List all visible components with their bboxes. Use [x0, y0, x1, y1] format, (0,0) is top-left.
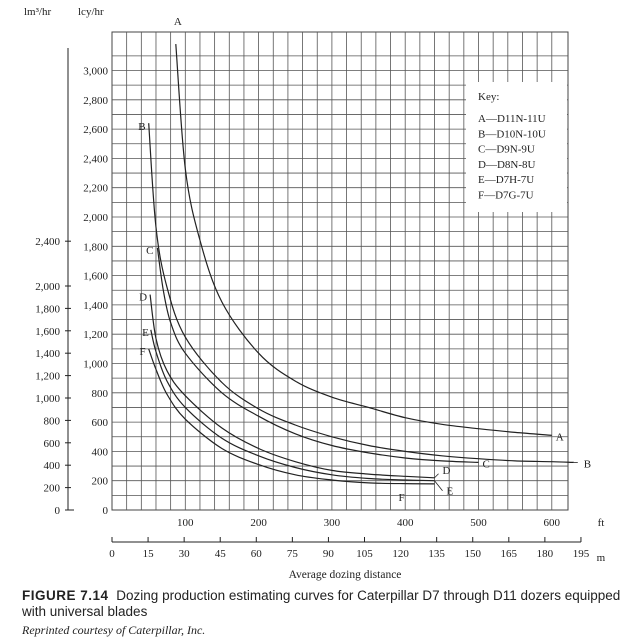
- y-left-tick-label: 0: [55, 505, 61, 517]
- figure-label: FIGURE 7.14: [22, 588, 109, 603]
- y-left-tick-label: 1,400: [35, 348, 60, 360]
- y-right-unit-label: lcy/hr: [78, 6, 104, 18]
- x-m-tick-label: 0: [109, 548, 115, 560]
- series-e-start-label: E: [142, 327, 149, 339]
- series-d-end-label: D: [443, 465, 451, 477]
- y-lcy-tick-label: 800: [92, 388, 109, 400]
- series-e-leader: [434, 480, 443, 491]
- x-ft-tick-label: 200: [250, 517, 267, 529]
- x-m-tick-label: 60: [251, 548, 263, 560]
- x-m-tick-label: 180: [537, 548, 554, 560]
- key-entry: B—D10N-10U: [478, 128, 546, 140]
- key-entry: A—D11N-11U: [478, 113, 546, 125]
- x-ft-tick-label: 400: [397, 517, 414, 529]
- y-left-unit-label: lm³/hr: [24, 6, 51, 18]
- y-left-tick-label: 1,200: [35, 371, 60, 383]
- x-m-tick-label: 15: [143, 548, 155, 560]
- key-title: Key:: [478, 91, 499, 103]
- series-b-start-label: B: [138, 121, 145, 133]
- chart-key: Key: A—D11N-11U B—D10N-10U C—D9N-9U D—D8N-8U…: [466, 82, 567, 212]
- x-m-tick-label: 120: [392, 548, 409, 560]
- series-c-start-label: C: [146, 245, 153, 257]
- key-entry: F—D7G-7U: [478, 190, 534, 202]
- y-left-tick-label: 2,400: [35, 236, 60, 248]
- chart: 02004006008001,0001,2001,4001,6001,8002,…: [24, 6, 606, 581]
- x-ft-tick-label: 600: [544, 517, 561, 529]
- x-m-tick-label: 45: [215, 548, 227, 560]
- y-left-tick-label: 1,600: [35, 326, 60, 338]
- x-m-tick-label: 135: [428, 548, 445, 560]
- series-c-line: [156, 247, 479, 463]
- y-lcy-tick-label: 1,800: [83, 241, 108, 253]
- y-left-tick-label: 400: [44, 460, 61, 472]
- x-m-tick-label: 195: [573, 548, 590, 560]
- series-d-start-label: D: [139, 292, 147, 304]
- series-a-start-label: A: [174, 16, 182, 28]
- series-a-end-label: A: [556, 431, 564, 443]
- y-lcy-tick-label: 2,200: [83, 183, 108, 195]
- chart-axes: 02004006008001,0001,2001,4001,6001,8002,…: [24, 6, 606, 581]
- series-d-leader: [434, 473, 439, 479]
- figure-credit: Reprinted courtesy of Caterpillar, Inc.: [22, 623, 206, 637]
- x-m-tick-label: 90: [323, 548, 335, 560]
- x-axis-title: Average dozing distance: [289, 569, 402, 581]
- series-c-end-label: C: [483, 458, 490, 470]
- key-entry: D—D8N-8U: [478, 159, 535, 171]
- figure-caption: FIGURE 7.14 Dozing production estimating…: [22, 588, 622, 620]
- x-ft-tick-label: 500: [470, 517, 487, 529]
- y-left-tick-label: 2,000: [35, 281, 60, 293]
- y-lcy-tick-label: 2,800: [83, 95, 108, 107]
- x-m-tick-label: 75: [287, 548, 299, 560]
- x-ft-unit-label: ft: [598, 517, 605, 529]
- x-m-tick-label: 30: [179, 548, 191, 560]
- key-entry: C—D9N-9U: [478, 144, 535, 156]
- key-box: [466, 82, 567, 212]
- y-lcy-tick-label: 400: [92, 446, 109, 458]
- y-lcy-tick-label: 1,200: [83, 329, 108, 341]
- series-a-line: [175, 44, 552, 436]
- y-left-tick-label: 200: [44, 483, 61, 495]
- y-left-tick-label: 1,800: [35, 303, 60, 315]
- y-lcy-tick-label: 2,000: [83, 212, 108, 224]
- y-left-tick-label: 1,000: [35, 393, 60, 405]
- y-lcy-tick-label: 3,000: [83, 66, 108, 78]
- series-d-line: [149, 294, 435, 479]
- series-b-end-label: B: [584, 458, 591, 470]
- x-m-tick-label: 105: [356, 548, 373, 560]
- x-ft-tick-label: 300: [324, 517, 341, 529]
- series-e-end-label: E: [447, 486, 454, 498]
- x-m-unit-label: m: [597, 552, 606, 564]
- y-lcy-tick-label: 2,600: [83, 124, 108, 136]
- series-b-line: [148, 123, 574, 463]
- x-m-tick-label: 165: [501, 548, 518, 560]
- series-f-start-label: F: [140, 346, 146, 358]
- y-lcy-tick-label: 1,600: [83, 271, 108, 283]
- plot-frame: [111, 31, 569, 511]
- figure-caption-text: Dozing production estimating curves for …: [22, 588, 621, 619]
- y-lcy-tick-label: 1,400: [83, 300, 108, 312]
- y-lcy-tick-label: 600: [92, 417, 109, 429]
- series-e-line: [150, 329, 435, 482]
- x-m-tick-label: 150: [464, 548, 481, 560]
- y-left-tick-label: 800: [44, 415, 61, 427]
- series-f-end-label: F: [399, 492, 405, 504]
- y-lcy-tick-label: 2,400: [83, 153, 108, 165]
- y-lcy-tick-label: 0: [103, 505, 109, 517]
- y-lcy-tick-label: 200: [92, 476, 109, 488]
- series-f-line: [148, 348, 435, 485]
- key-entry: E—D7H-7U: [478, 174, 534, 186]
- x-ft-tick-label: 100: [177, 517, 194, 529]
- y-left-tick-label: 600: [44, 438, 61, 450]
- y-lcy-tick-label: 1,000: [83, 359, 108, 371]
